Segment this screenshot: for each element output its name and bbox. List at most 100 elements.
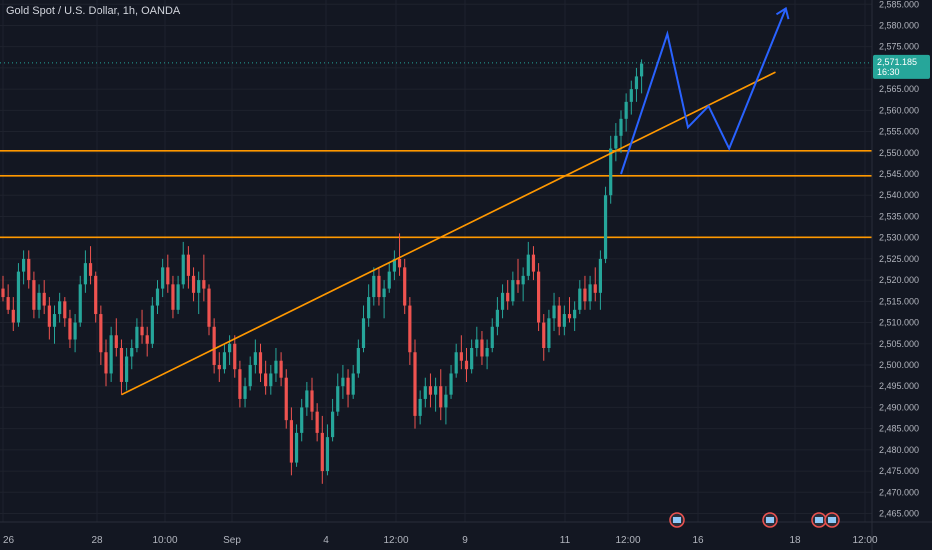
flag-icon-inner	[673, 517, 681, 523]
candle-body	[253, 352, 257, 365]
candle-body	[125, 356, 129, 382]
candle-body	[300, 407, 304, 433]
candle-body	[1, 288, 5, 298]
candle-body	[37, 292, 41, 310]
candle-body	[119, 348, 124, 382]
candle-body	[387, 271, 391, 289]
candle-body	[454, 352, 458, 374]
candle-body	[511, 280, 515, 302]
candle-body	[356, 348, 360, 374]
price-axis[interactable]: 2,465.000 2,470.000 2,475.000 2,480.000 2,48…	[871, 0, 932, 550]
candle-body	[207, 288, 211, 327]
candle-body	[274, 360, 278, 374]
event-markers[interactable]	[669, 512, 840, 528]
y-tick-label: 2,550.000	[879, 148, 919, 158]
candle-body	[439, 386, 443, 408]
candle-body	[258, 352, 263, 374]
candle-body	[135, 326, 139, 348]
candle-body	[609, 148, 613, 196]
candle-body	[372, 275, 376, 298]
candle-body	[212, 326, 216, 365]
candle-body	[145, 335, 149, 344]
x-tick-label: 4	[323, 535, 329, 546]
candle-body	[269, 373, 273, 387]
candle-body	[228, 343, 232, 353]
y-tick-label: 2,480.000	[879, 445, 919, 455]
candle-body	[583, 288, 587, 302]
candle-body	[464, 360, 469, 370]
candle-body	[573, 309, 577, 319]
projection-arrowhead	[775, 6, 790, 20]
candle-body	[593, 284, 597, 293]
candle-body	[161, 267, 165, 289]
candle-body	[83, 263, 87, 285]
candle-body	[104, 352, 108, 374]
projection-path[interactable]	[620, 6, 790, 175]
trendline-segment[interactable]	[121, 71, 776, 396]
candle-body	[217, 364, 221, 370]
y-tick-label: 2,510.000	[879, 318, 919, 328]
y-tick-label: 2,540.000	[879, 190, 919, 200]
candle-body	[140, 326, 144, 336]
y-tick-label: 2,575.000	[879, 42, 919, 52]
candle-body	[624, 101, 628, 119]
candle-body	[490, 326, 494, 348]
y-tick-label: 2,485.000	[879, 424, 919, 434]
candle-body	[27, 258, 31, 281]
candle-body	[202, 280, 206, 289]
candle-body	[248, 364, 252, 387]
candle-body	[629, 89, 633, 102]
y-tick-label: 2,500.000	[879, 360, 919, 370]
candle-body	[284, 377, 288, 421]
price-axis-bg	[872, 0, 932, 550]
candle-body	[377, 275, 381, 298]
candle-body	[603, 195, 608, 259]
candle-body	[475, 339, 479, 348]
y-tick-label: 2,545.000	[879, 169, 919, 179]
candle-body	[315, 411, 319, 433]
candle-body	[94, 275, 98, 315]
y-tick-label: 2,585.000	[879, 0, 919, 9]
candle-body	[181, 254, 185, 285]
candle-body	[526, 254, 530, 276]
candle-body	[150, 305, 154, 344]
y-tick-label: 2,495.000	[879, 381, 919, 391]
x-tick-label: 12:00	[852, 535, 877, 546]
candle-body	[408, 305, 412, 353]
candle-body	[130, 348, 134, 357]
projection-polyline[interactable]	[620, 8, 787, 175]
candle-body	[63, 301, 67, 319]
candle-body	[531, 254, 536, 272]
candle-body	[16, 271, 21, 323]
candle-body	[233, 343, 237, 370]
candle-body	[176, 284, 180, 310]
candle-body	[289, 420, 293, 463]
flag-icon-inner	[815, 517, 823, 523]
candle-body	[500, 292, 505, 310]
candle-body	[537, 271, 541, 323]
y-tick-label: 2,465.000	[879, 509, 919, 519]
candle-body	[99, 314, 103, 353]
candle-body	[521, 275, 525, 285]
candle-body	[305, 390, 309, 408]
candle-body	[557, 305, 561, 327]
candle-body	[346, 377, 350, 395]
candle-body	[47, 305, 51, 327]
candle-body	[155, 288, 160, 306]
x-tick-label: 16	[692, 535, 704, 546]
time-axis[interactable]: 26 28 10:00 Sep 4 12:00 9 11 12:00 16 18 12:00	[0, 521, 932, 546]
candle-body	[279, 360, 283, 378]
candle-body	[542, 322, 546, 348]
candle-body	[197, 280, 201, 293]
countdown-label: 16:30	[877, 67, 900, 77]
candle-body	[516, 280, 520, 285]
y-tick-label: 2,490.000	[879, 402, 919, 412]
y-tick-label: 2,470.000	[879, 487, 919, 497]
candle-body	[336, 386, 340, 412]
candle-body	[470, 348, 474, 370]
trendline[interactable]	[121, 71, 776, 396]
candle-body	[397, 258, 402, 268]
candle-body	[22, 258, 26, 272]
x-tick-label: 9	[462, 535, 468, 546]
